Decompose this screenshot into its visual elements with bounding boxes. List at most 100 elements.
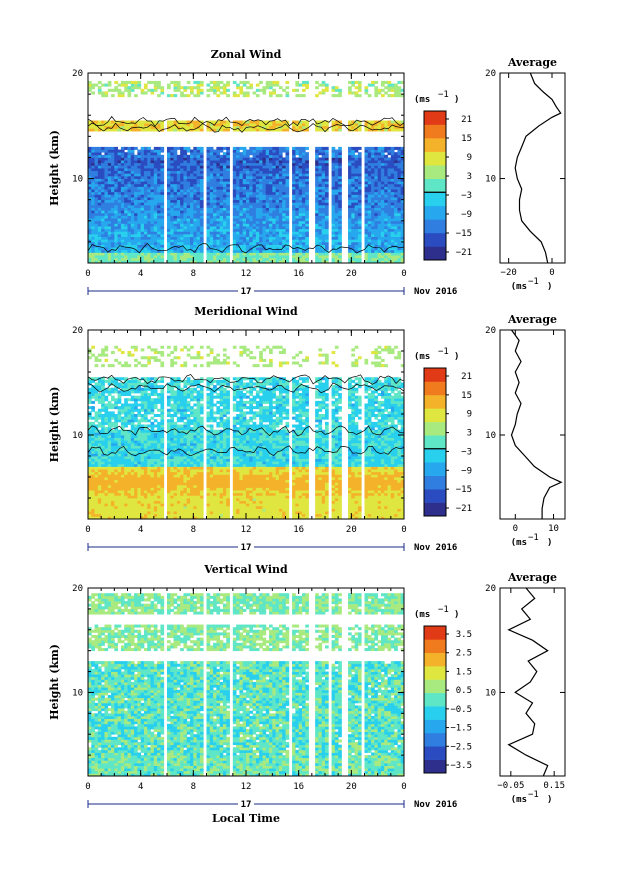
heatmap-cell [199,249,204,253]
heatmap-cell [269,223,273,227]
heatmap-cell [134,255,138,259]
heatmap-cell [315,197,319,201]
heatmap-cell [124,239,128,243]
heatmap-cell [190,160,194,164]
heatmap-cell [325,83,329,87]
heatmap-cell [390,191,395,195]
heatmap-cell [104,411,109,415]
heatmap-cell [377,244,382,248]
heatmap-cell [190,257,194,261]
heatmap-cell [199,260,204,264]
heatmap-cell [140,173,145,177]
heatmap-cell [305,178,309,182]
heatmap-cell [111,513,115,517]
heatmap-cell [262,239,267,243]
heatmap-cell [170,244,174,248]
heatmap-cell [94,260,99,264]
heatmap-cell [301,120,306,124]
heatmap-cell [348,218,352,222]
heatmap-cell [387,260,392,264]
heatmap-cell [298,239,303,243]
heatmap-cell [193,207,198,211]
heatmap-cell [97,197,102,201]
heatmap-cell [285,199,290,203]
heatmap-cell [160,228,165,232]
heatmap-cell [354,125,359,129]
heatmap-cell [130,197,135,201]
heatmap-cell [262,215,267,219]
heatmap-cell [91,458,95,462]
heatmap-cell [272,244,277,248]
heatmap-cell [107,498,112,502]
heatmap-cell [305,154,309,158]
heatmap-cell [137,168,142,172]
heatmap-cell [107,181,112,185]
heatmap-cell [295,228,300,232]
heatmap-cell [88,218,92,222]
heatmap-cell [94,233,99,238]
heatmap-cell [193,170,198,174]
heatmap-cell [246,252,250,256]
heatmap-cell [143,233,148,238]
heatmap-cell [301,181,306,185]
heatmap-cell [219,157,224,161]
heatmap-cell [91,152,95,156]
heatmap-cell [91,173,95,177]
heatmap-cell [111,244,115,248]
heatmap-cell [252,157,257,161]
heatmap-cell [173,228,178,232]
heatmap-cell [354,241,359,245]
heatmap-cell [354,257,359,261]
heatmap-cell [107,406,112,410]
heatmap-cell [367,83,372,87]
heatmap-cell [387,220,392,224]
heatmap-cell [157,247,161,251]
heatmap-cell [318,91,323,95]
heatmap-cell [91,160,95,164]
heatmap-cell [206,220,211,224]
heatmap-cell [107,466,112,470]
heatmap-cell [206,241,211,245]
heatmap-cell [285,249,290,253]
heatmap-cell [167,210,171,214]
heatmap-cell [246,173,250,177]
heatmap-cell [390,236,395,240]
heatmap-cell [97,463,102,467]
heatmap-cell [130,241,135,245]
heatmap-cell [259,257,263,261]
heatmap-cell [117,154,122,158]
heatmap-cell [348,202,352,206]
heatmap-cell [246,178,250,182]
heatmap-cell [180,162,184,166]
heatmap-cell [216,233,221,238]
heatmap-cell [236,165,240,169]
heatmap-cell [249,149,253,153]
heatmap-cell [190,162,194,166]
heatmap-cell [147,239,151,243]
heatmap-cell [134,170,138,174]
heatmap-cell [397,218,402,222]
heatmap-cell [275,220,280,224]
heatmap-cell [91,257,95,261]
heatmap-cell [209,228,214,232]
heatmap-cell [377,252,382,256]
heatmap-cell [196,162,201,166]
heatmap-cell [88,199,92,203]
heatmap-cell [232,218,237,222]
heatmap-cell [114,247,119,251]
heatmap-cell [173,223,178,227]
heatmap-cell [134,162,138,166]
heatmap-cell [183,202,188,206]
heatmap-cell [380,249,385,253]
heatmap-cell [390,128,395,132]
heatmap-cell [292,165,296,169]
heatmap-cell [222,223,227,227]
heatmap-cell [101,120,105,124]
heatmap-cell [321,231,326,235]
heatmap-cell [232,94,237,98]
heatmap-cell [236,218,240,222]
heatmap-cell [249,83,253,87]
heatmap-cell [292,186,296,190]
heatmap-cell [190,236,194,240]
heatmap-cell [183,170,188,174]
